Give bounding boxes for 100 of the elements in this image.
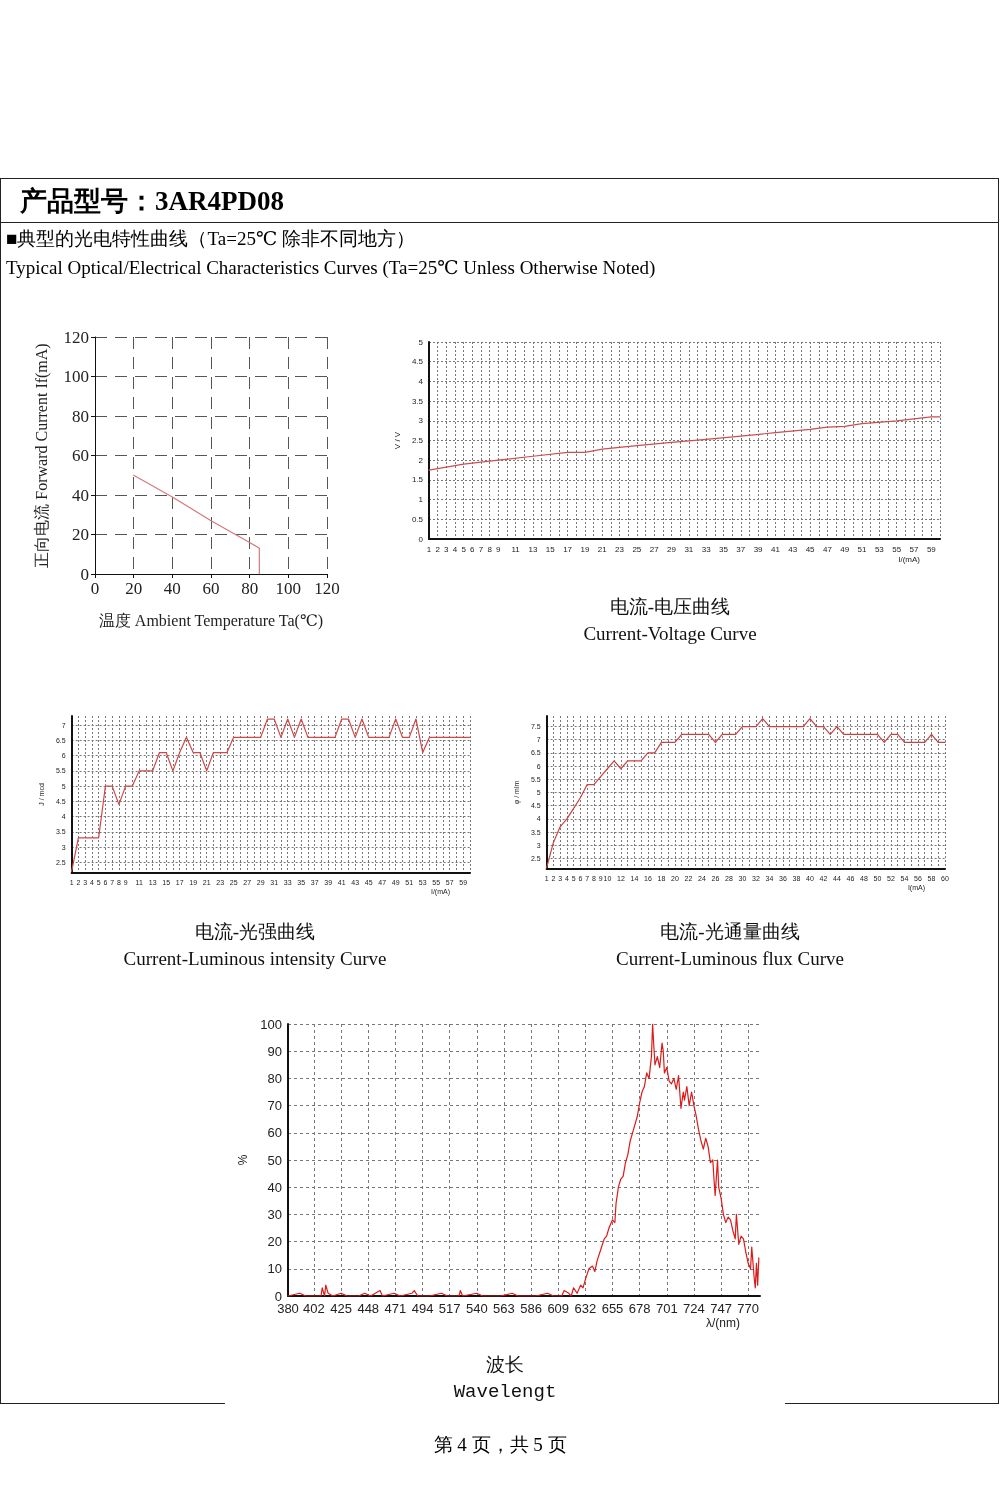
x-tick-label: 609 xyxy=(547,1301,570,1316)
x-tick-label: 39 xyxy=(753,544,764,554)
x-tick-label: 59 xyxy=(926,544,937,554)
x-tick-label: 563 xyxy=(493,1301,515,1316)
x-tick-label: 2 xyxy=(435,544,441,554)
x-tick-label: 80 xyxy=(241,579,259,598)
y-tick-label: 0 xyxy=(80,564,89,584)
x-tick-label: 770 xyxy=(737,1301,760,1316)
y-tick-label: 4 xyxy=(418,376,424,386)
x-tick-label: 448 xyxy=(357,1301,380,1316)
line-series xyxy=(546,718,946,869)
y-tick-label: 100 xyxy=(260,1016,282,1032)
x-tick-label: 43 xyxy=(788,544,798,554)
x-tick-label: 19 xyxy=(580,544,590,554)
x-tick-label: 37 xyxy=(736,544,746,554)
x-tick-label: 33 xyxy=(701,544,712,554)
text: 电流-电压曲线 xyxy=(609,596,731,617)
y-tick-label: 2.5 xyxy=(411,436,424,445)
x-tick-label: 540 xyxy=(465,1301,488,1316)
y-tick-label: 40 xyxy=(267,1179,282,1195)
x-axis-title: I/(mA) xyxy=(898,554,921,564)
text: 波长 xyxy=(486,1354,524,1375)
y-tick-label: 80 xyxy=(72,406,89,426)
x-tick-label: 49 xyxy=(840,544,850,554)
y-tick-label: 1 xyxy=(418,495,424,505)
x-tick-label: 15 xyxy=(545,544,556,554)
x-tick-label: 701 xyxy=(655,1301,678,1316)
line-series xyxy=(428,416,941,471)
text: 电流-光通量曲线 xyxy=(660,921,800,942)
y-tick-label: 4.5 xyxy=(411,357,424,367)
x-tick-label: 41 xyxy=(770,544,781,554)
y-axis-title: 正向电流 Forward Current If(mA) xyxy=(32,343,51,568)
x-tick-label: 471 xyxy=(384,1301,407,1316)
x-tick-label: 120 xyxy=(314,579,340,598)
x-tick-label: 8 xyxy=(487,544,493,554)
text: Current-Voltage Curve xyxy=(583,623,757,644)
line-series xyxy=(71,718,471,873)
y-tick-label: 40 xyxy=(72,485,89,505)
y-tick-label: 120 xyxy=(63,327,89,347)
x-tick-label: 20 xyxy=(125,579,143,598)
x-tick-label: 53 xyxy=(874,544,885,554)
x-tick-label: 21 xyxy=(597,544,608,554)
x-tick-label: 40 xyxy=(163,579,181,598)
y-tick-label: 2 xyxy=(418,455,424,465)
y-tick-label: 3.5 xyxy=(411,396,424,406)
x-axis-title: 温度 Ambient Temperature Ta(℃) xyxy=(98,611,324,630)
text: 电流-光强曲线 xyxy=(194,921,316,942)
y-tick-label: 10 xyxy=(267,1261,282,1277)
y-tick-label: 90 xyxy=(267,1043,282,1059)
x-tick-label: 35 xyxy=(719,544,729,554)
text: 第 4 页，共 5 页 xyxy=(432,1433,568,1457)
text: Typical Optical/Electrical Characteristics Curves (Ta=25℃ Unless Otherwise Noted) xyxy=(6,256,656,279)
y-tick-label: 100 xyxy=(63,367,89,386)
text: Current-Luminous flux Curve xyxy=(616,948,844,969)
y-tick-label: 20 xyxy=(267,1234,282,1250)
line-series xyxy=(133,474,260,575)
y-tick-label: 1.5 xyxy=(411,475,424,485)
y-tick-label: 80 xyxy=(267,1070,282,1086)
x-tick-label: 51 xyxy=(857,544,868,554)
x-tick-label: 57 xyxy=(909,544,920,554)
x-tick-label: 45 xyxy=(805,544,816,554)
x-tick-label: 25 xyxy=(632,544,642,554)
text: ■典型的光电特性曲线（Ta=25℃ 除非不同地方） xyxy=(6,227,415,251)
x-tick-label: 23 xyxy=(615,544,625,554)
y-tick-label: 60 xyxy=(267,1125,282,1141)
y-axis-title: V / V xyxy=(392,431,402,450)
x-tick-label: 11 xyxy=(511,544,521,554)
y-tick-label: 0.5 xyxy=(411,514,424,524)
x-tick-label: 632 xyxy=(574,1301,597,1316)
x-tick-label: 655 xyxy=(601,1301,624,1316)
x-tick-label: 13 xyxy=(528,544,538,554)
x-tick-label: 517 xyxy=(438,1301,461,1316)
x-tick-label: 402 xyxy=(303,1301,325,1316)
x-tick-label: 60 xyxy=(202,579,220,598)
y-tick-label: 50 xyxy=(267,1152,282,1168)
y-tick-label: 3 xyxy=(418,416,424,426)
y-tick-label: 5 xyxy=(418,337,424,347)
x-tick-label: 724 xyxy=(683,1301,705,1316)
x-tick-label: 4 xyxy=(452,544,458,554)
x-tick-label: 47 xyxy=(822,544,833,554)
y-tick-label: 30 xyxy=(267,1206,282,1222)
x-tick-label: 425 xyxy=(330,1301,352,1316)
x-tick-label: 678 xyxy=(628,1301,651,1316)
line-series xyxy=(287,1023,760,1297)
x-tick-label: 747 xyxy=(710,1301,732,1316)
y-tick-label: 0 xyxy=(274,1288,282,1304)
x-tick-label: 31 xyxy=(684,544,694,554)
text: Current-Luminous intensity Curve xyxy=(123,948,387,969)
y-axis-title: % xyxy=(236,1154,251,1166)
x-tick-label: 55 xyxy=(892,544,902,554)
x-tick-label: 29 xyxy=(667,544,677,554)
x-tick-label: 380 xyxy=(277,1301,299,1316)
x-tick-label: 17 xyxy=(563,544,573,554)
x-tick-label: 7 xyxy=(478,544,484,554)
y-tick-label: 60 xyxy=(72,446,89,465)
x-tick-label: 586 xyxy=(520,1301,542,1316)
x-tick-label: 27 xyxy=(649,544,660,554)
y-tick-label: 0 xyxy=(418,534,424,544)
x-tick-label: 1 xyxy=(426,544,432,554)
x-tick-label: 5 xyxy=(461,544,467,554)
